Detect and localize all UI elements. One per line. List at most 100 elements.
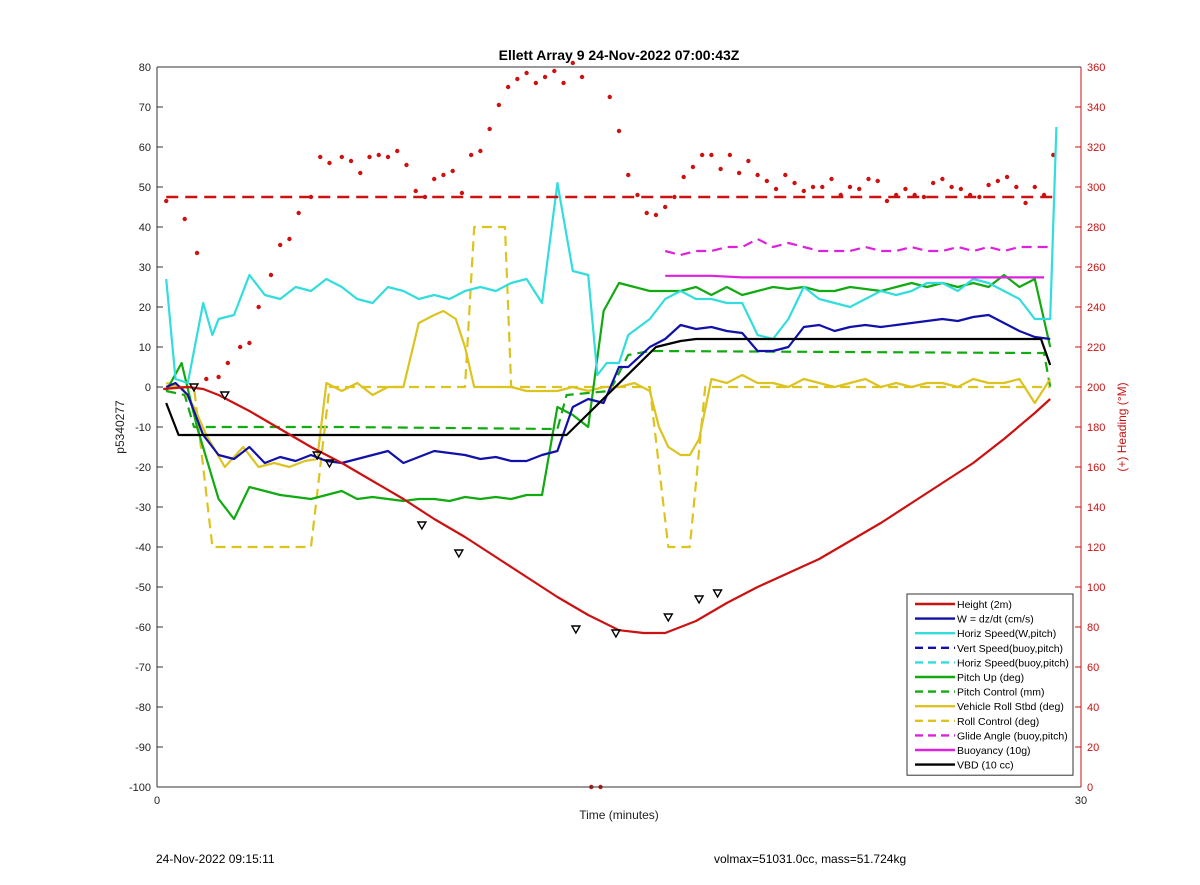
heading-dot xyxy=(921,194,927,200)
heading-dot xyxy=(542,74,548,80)
legend-label: VBD (10 cc) xyxy=(957,760,1014,772)
heading-dot xyxy=(820,184,825,190)
y2-tick-label: 320 xyxy=(1087,142,1105,154)
y2-tick-label: 60 xyxy=(1087,662,1099,674)
x-tick-label: 0 xyxy=(154,795,160,807)
heading-dot xyxy=(607,94,612,100)
heading-dot xyxy=(755,172,760,178)
legend-label: Buoyancy (10g) xyxy=(957,745,1031,757)
heading-dot xyxy=(367,154,372,160)
heading-dot xyxy=(930,180,936,186)
legend-label: Roll Control (deg) xyxy=(957,716,1039,728)
heading-dot xyxy=(505,84,511,90)
y2-tick-label: 120 xyxy=(1087,542,1105,554)
y2-tick-label: 140 xyxy=(1087,502,1105,514)
y-tick-label: -80 xyxy=(135,702,151,714)
heading-dot xyxy=(385,154,391,160)
y2-tick-label: 20 xyxy=(1087,742,1099,754)
heading-dot xyxy=(773,186,779,192)
heading-dot xyxy=(1014,184,1019,190)
y-tick-label: 40 xyxy=(139,222,151,234)
heading-dot xyxy=(764,178,770,184)
heading-dot xyxy=(783,172,788,178)
heading-dot xyxy=(441,172,446,178)
legend-label: Vert Speed(buoy,pitch) xyxy=(957,643,1063,655)
heading-dot xyxy=(736,170,742,176)
height-marker xyxy=(570,625,582,635)
heading-dot xyxy=(626,172,631,178)
heading-dot xyxy=(182,216,187,222)
y2-tick-label: 0 xyxy=(1087,782,1093,794)
y-tick-label: 50 xyxy=(139,182,151,194)
height-marker xyxy=(663,613,674,623)
heading-dot xyxy=(570,60,575,66)
heading-dot xyxy=(225,360,231,366)
series-horiz-speed-w-pitch xyxy=(165,126,1058,385)
heading-dot xyxy=(635,192,640,198)
heading-dot xyxy=(339,154,344,160)
heading-dot xyxy=(958,186,964,192)
heading-dot xyxy=(1004,174,1010,180)
heading-dot xyxy=(561,80,566,86)
y2-tick-label: 220 xyxy=(1087,342,1105,354)
y2-tick-label: 200 xyxy=(1087,382,1105,394)
heading-dot xyxy=(487,126,492,132)
series-height-2m xyxy=(163,385,1051,635)
series-vbd-10-cc xyxy=(165,337,1052,437)
chart-title: Ellett Array 9 24-Nov-2022 07:00:43Z xyxy=(499,47,740,63)
legend-label: Pitch Control (mm) xyxy=(957,687,1045,699)
heading-dot xyxy=(478,148,483,154)
y2-tick-label: 240 xyxy=(1087,302,1105,314)
height-marker xyxy=(311,451,323,461)
series-glide-angle-buoy-pitch xyxy=(664,237,1051,257)
heading-dot xyxy=(663,204,668,210)
y-tick-label: 10 xyxy=(139,342,151,354)
y-axis-label: p5340277 xyxy=(113,400,127,454)
heading-dot xyxy=(327,160,332,166)
height-marker xyxy=(188,383,200,393)
heading-dot xyxy=(278,242,283,248)
heading-dot xyxy=(940,176,945,182)
y-tick-label: -20 xyxy=(135,462,151,474)
heading-dot xyxy=(395,148,400,154)
height-marker xyxy=(219,391,230,401)
heading-dot xyxy=(847,184,853,190)
heading-dot xyxy=(579,74,585,80)
legend-label: Height (2m) xyxy=(957,599,1012,611)
heading-dot xyxy=(164,198,169,204)
heading-dot xyxy=(829,176,834,182)
y2-tick-label: 260 xyxy=(1087,262,1105,274)
heading-dot xyxy=(432,176,437,182)
y2-tick-label: 80 xyxy=(1087,622,1099,634)
y2-tick-label: 180 xyxy=(1087,422,1105,434)
heading-dot xyxy=(216,374,221,380)
height-marker xyxy=(610,629,622,639)
y-tick-label: 20 xyxy=(139,302,151,314)
y-tick-label: -50 xyxy=(135,582,151,594)
y2-tick-label: 100 xyxy=(1087,582,1105,594)
height-marker xyxy=(416,521,428,531)
heading-dot xyxy=(792,180,797,186)
heading-dot xyxy=(413,188,418,194)
y2-tick-label: 40 xyxy=(1087,702,1099,714)
y-tick-label: -60 xyxy=(135,622,151,634)
footer-volmax-mass: volmax=51031.0cc, mass=51.724kg xyxy=(714,852,907,866)
series-roll-control-deg xyxy=(166,225,1051,549)
heading-dot xyxy=(194,250,200,256)
series-buoyancy-10g xyxy=(665,274,1044,279)
heading-dot xyxy=(404,162,409,168)
heading-dot xyxy=(709,152,714,158)
heading-dot xyxy=(699,152,705,158)
heading-dot xyxy=(468,152,474,158)
y2-tick-label: 360 xyxy=(1087,62,1105,74)
heading-dot xyxy=(616,128,622,134)
legend: Height (2m) W = dz/dt (cm/s) Horiz Speed(W… xyxy=(906,593,1074,776)
heading-dot xyxy=(672,194,677,200)
heading-dot xyxy=(237,344,243,350)
heading-dot xyxy=(247,340,252,346)
legend-label: Glide Angle (buoy,pitch) xyxy=(957,730,1068,742)
heading-dot xyxy=(256,304,261,310)
heading-dot xyxy=(875,178,880,184)
heading-dot xyxy=(866,176,871,182)
